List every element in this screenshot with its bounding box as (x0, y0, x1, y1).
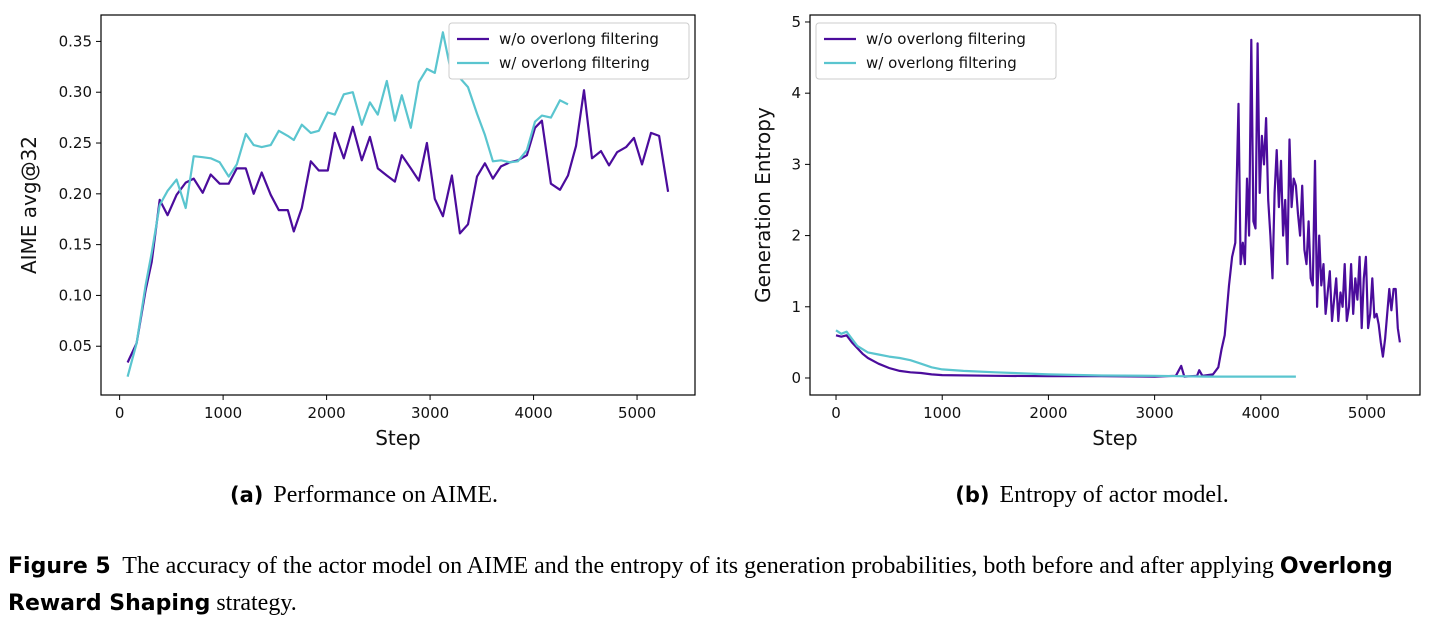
subcaption-text: Performance on AIME. (273, 482, 498, 508)
x-tick-label: 5000 (1348, 404, 1386, 422)
y-tick-label: 2 (791, 227, 801, 245)
legend-box (815, 22, 1057, 80)
x-axis-label: Step (375, 426, 421, 450)
y-tick-label: 0.10 (59, 286, 92, 304)
y-tick-label: 0 (791, 369, 801, 387)
data-line (835, 38, 1401, 378)
y-axis-label: Generation Entropy (751, 107, 775, 303)
y-tick-label: 0.25 (59, 134, 92, 152)
legend-label: w/ overlong filtering (499, 54, 650, 72)
subcaption: (b) Entropy of actor model. (728, 482, 1456, 509)
subcaption-label: (a) (230, 483, 264, 507)
data-line (126, 31, 569, 377)
data-line (835, 329, 1296, 378)
caption-emphasis: Overlong Reward Shaping (8, 554, 1393, 616)
caption-label: Figure 5 (8, 554, 111, 579)
figure: 0 1000 2000 3000 4000 5000 0.05 0.10 0.15 0.20 0.2… (17, 13, 1421, 450)
y-tick-label: 0.05 (59, 337, 92, 355)
plot-frame (809, 14, 1421, 396)
x-tick-label: 2000 (308, 404, 346, 422)
x-tick-label: 0 (831, 404, 841, 422)
x-tick-label: 1000 (923, 404, 961, 422)
plot-frame (100, 14, 696, 396)
subcaption-label: (b) (955, 483, 990, 507)
caption-text: strategy. (216, 590, 297, 616)
y-tick-label: 3 (791, 155, 801, 173)
legend-box (448, 22, 690, 80)
figure-caption: Figure 5 The accuracy of the actor model… (8, 548, 1453, 622)
y-tick-label: 4 (791, 84, 801, 102)
data-line (126, 89, 670, 363)
x-tick-label: 0 (115, 404, 125, 422)
x-axis-label: Step (1092, 426, 1138, 450)
y-tick-label: 5 (791, 13, 801, 31)
legend-label: w/ overlong filtering (866, 54, 1017, 72)
x-tick-label: 2000 (1029, 404, 1067, 422)
y-tick-label: 0.20 (59, 185, 92, 203)
subcaption-text: Entropy of actor model. (999, 482, 1229, 508)
y-tick-label: 0.15 (59, 236, 92, 254)
caption-text: The accuracy of the actor model on AIME … (122, 553, 1274, 579)
x-tick-label: 3000 (1136, 404, 1174, 422)
y-tick-label: 0.35 (59, 32, 92, 50)
y-tick-label: 1 (791, 298, 801, 316)
y-axis-label: AIME avg@32 (17, 136, 41, 274)
x-tick-label: 5000 (618, 404, 656, 422)
legend-label: w/o overlong filtering (866, 30, 1026, 48)
subcaption: (a) Performance on AIME. (0, 482, 728, 509)
legend-label: w/o overlong filtering (499, 30, 659, 48)
x-tick-label: 4000 (514, 404, 552, 422)
x-tick-label: 4000 (1242, 404, 1280, 422)
x-tick-label: 1000 (204, 404, 242, 422)
x-tick-label: 3000 (411, 404, 449, 422)
y-tick-label: 0.30 (59, 83, 92, 101)
